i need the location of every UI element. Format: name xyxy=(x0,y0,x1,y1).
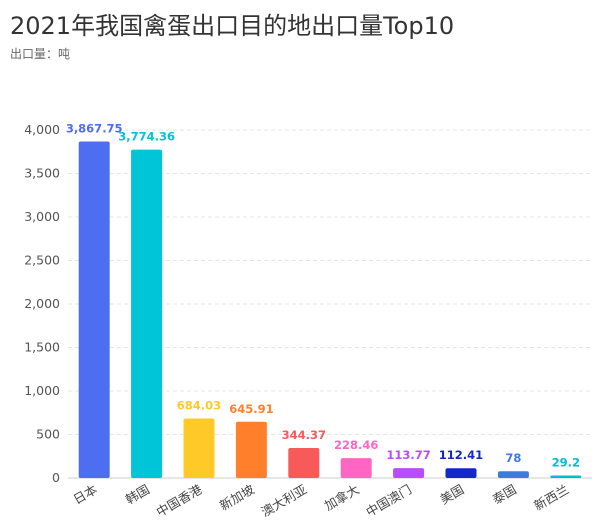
bar xyxy=(131,149,163,478)
y-tick-label: 0 xyxy=(52,470,60,485)
y-tick-label: 2,000 xyxy=(24,296,60,311)
bar xyxy=(497,471,529,478)
y-tick-label: 1,500 xyxy=(24,340,60,355)
y-tick-label: 4,000 xyxy=(24,122,60,137)
bar xyxy=(183,418,215,478)
x-tick-label: 加拿大 xyxy=(322,482,362,514)
value-label: 112.41 xyxy=(439,448,483,462)
value-label: 3,867.75 xyxy=(66,122,123,136)
bar xyxy=(340,458,372,478)
bar xyxy=(393,468,425,478)
bars xyxy=(78,141,582,479)
bar xyxy=(550,475,582,478)
x-tick-label: 新加坡 xyxy=(217,481,257,513)
value-label: 645.91 xyxy=(229,402,273,416)
y-tick-label: 2,500 xyxy=(24,253,60,268)
value-label: 3,774.36 xyxy=(118,130,175,144)
x-axis: 日本 韩国 中国香港 新加坡 澳大利亚 加拿大 中国澳门 美国 泰国 新西兰 xyxy=(71,481,572,519)
x-tick-label: 中国澳门 xyxy=(363,482,414,520)
y-tick-label: 1,000 xyxy=(24,383,60,398)
value-label: 113.77 xyxy=(386,448,430,462)
y-axis: 0 500 1,000 1,500 2,000 2,500 3,000 3,500 4,000 xyxy=(24,122,60,485)
x-tick-label: 澳大利亚 xyxy=(258,482,309,520)
bar xyxy=(235,421,267,478)
value-label: 228.46 xyxy=(334,438,378,452)
bar xyxy=(288,448,320,478)
bar xyxy=(78,141,110,479)
value-label: 684.03 xyxy=(177,398,221,412)
bar xyxy=(445,468,477,478)
x-tick-label: 中国香港 xyxy=(154,481,205,519)
y-tick-label: 3,500 xyxy=(24,166,60,181)
x-tick-label: 美国 xyxy=(437,482,466,507)
value-label: 78 xyxy=(505,451,521,465)
value-labels: 3,867.753,774.36 684.03 645.91 344.37 228.46… xyxy=(66,122,580,470)
chart-unit-label: 出口量：吨 xyxy=(10,47,71,61)
y-tick-label: 500 xyxy=(36,427,60,442)
y-tick-label: 3,000 xyxy=(24,209,60,224)
x-tick-label: 新西兰 xyxy=(531,482,571,514)
value-label: 344.37 xyxy=(282,428,326,442)
chart-title: 2021年我国禽蛋出口目的地出口量Top10 xyxy=(10,12,455,40)
x-tick-label: 泰国 xyxy=(490,482,519,507)
value-label: 29.2 xyxy=(552,455,580,469)
x-tick-label: 日本 xyxy=(71,481,101,507)
x-tick-label: 韩国 xyxy=(123,482,152,507)
